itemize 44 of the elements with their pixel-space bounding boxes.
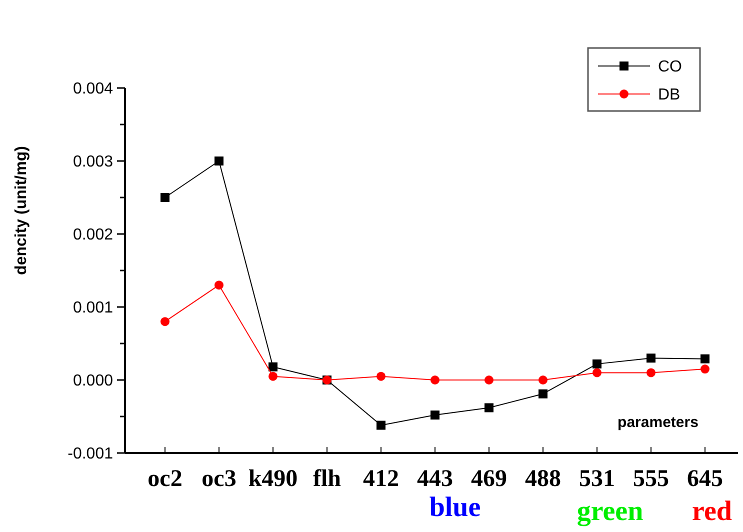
point [376, 420, 386, 430]
point [268, 372, 278, 381]
y-tick-label: 0.003 [72, 154, 114, 171]
x-tick-label: k490 [248, 466, 298, 492]
x-tick-label: 555 [633, 466, 669, 492]
x-tick-label: oc2 [148, 466, 182, 492]
point [430, 410, 440, 420]
legend-label: DB [658, 86, 680, 104]
point [430, 376, 440, 384]
y-tick-label: 0.000 [72, 372, 114, 390]
x-tick-label: 531 [579, 466, 615, 492]
point [214, 280, 224, 290]
x-tick-label: 443 [417, 466, 453, 492]
y-tick-label: 0.002 [72, 226, 114, 244]
y-tick-label: -0.001 [68, 446, 114, 463]
point [160, 193, 170, 202]
x-tick-label: 645 [687, 466, 723, 492]
point [700, 364, 710, 374]
x-tick-label: 469 [471, 466, 507, 492]
point [160, 317, 170, 326]
point [700, 354, 710, 364]
text: red [692, 496, 732, 527]
point [268, 362, 278, 372]
point [484, 376, 494, 384]
point [646, 368, 656, 378]
x-tick-label: flh [312, 466, 342, 492]
point [646, 354, 656, 363]
point [538, 389, 548, 398]
x-tick-label: 412 [363, 466, 399, 492]
y-tick-label: 0.001 [72, 300, 114, 317]
legend-label: CO [658, 58, 682, 76]
y-tick-label: 0.004 [72, 80, 114, 98]
text: blue [429, 492, 481, 523]
x-tick-label: oc3 [202, 466, 236, 492]
x-axis-title: parameters [618, 414, 698, 431]
x-tick-label: 488 [525, 466, 561, 492]
point [592, 368, 602, 378]
point [376, 372, 386, 381]
point [592, 359, 602, 368]
point [484, 403, 494, 412]
text: green [576, 496, 644, 527]
y-axis-title: dencity (unit/mg) [13, 146, 30, 275]
point [214, 156, 224, 166]
point [538, 376, 548, 384]
